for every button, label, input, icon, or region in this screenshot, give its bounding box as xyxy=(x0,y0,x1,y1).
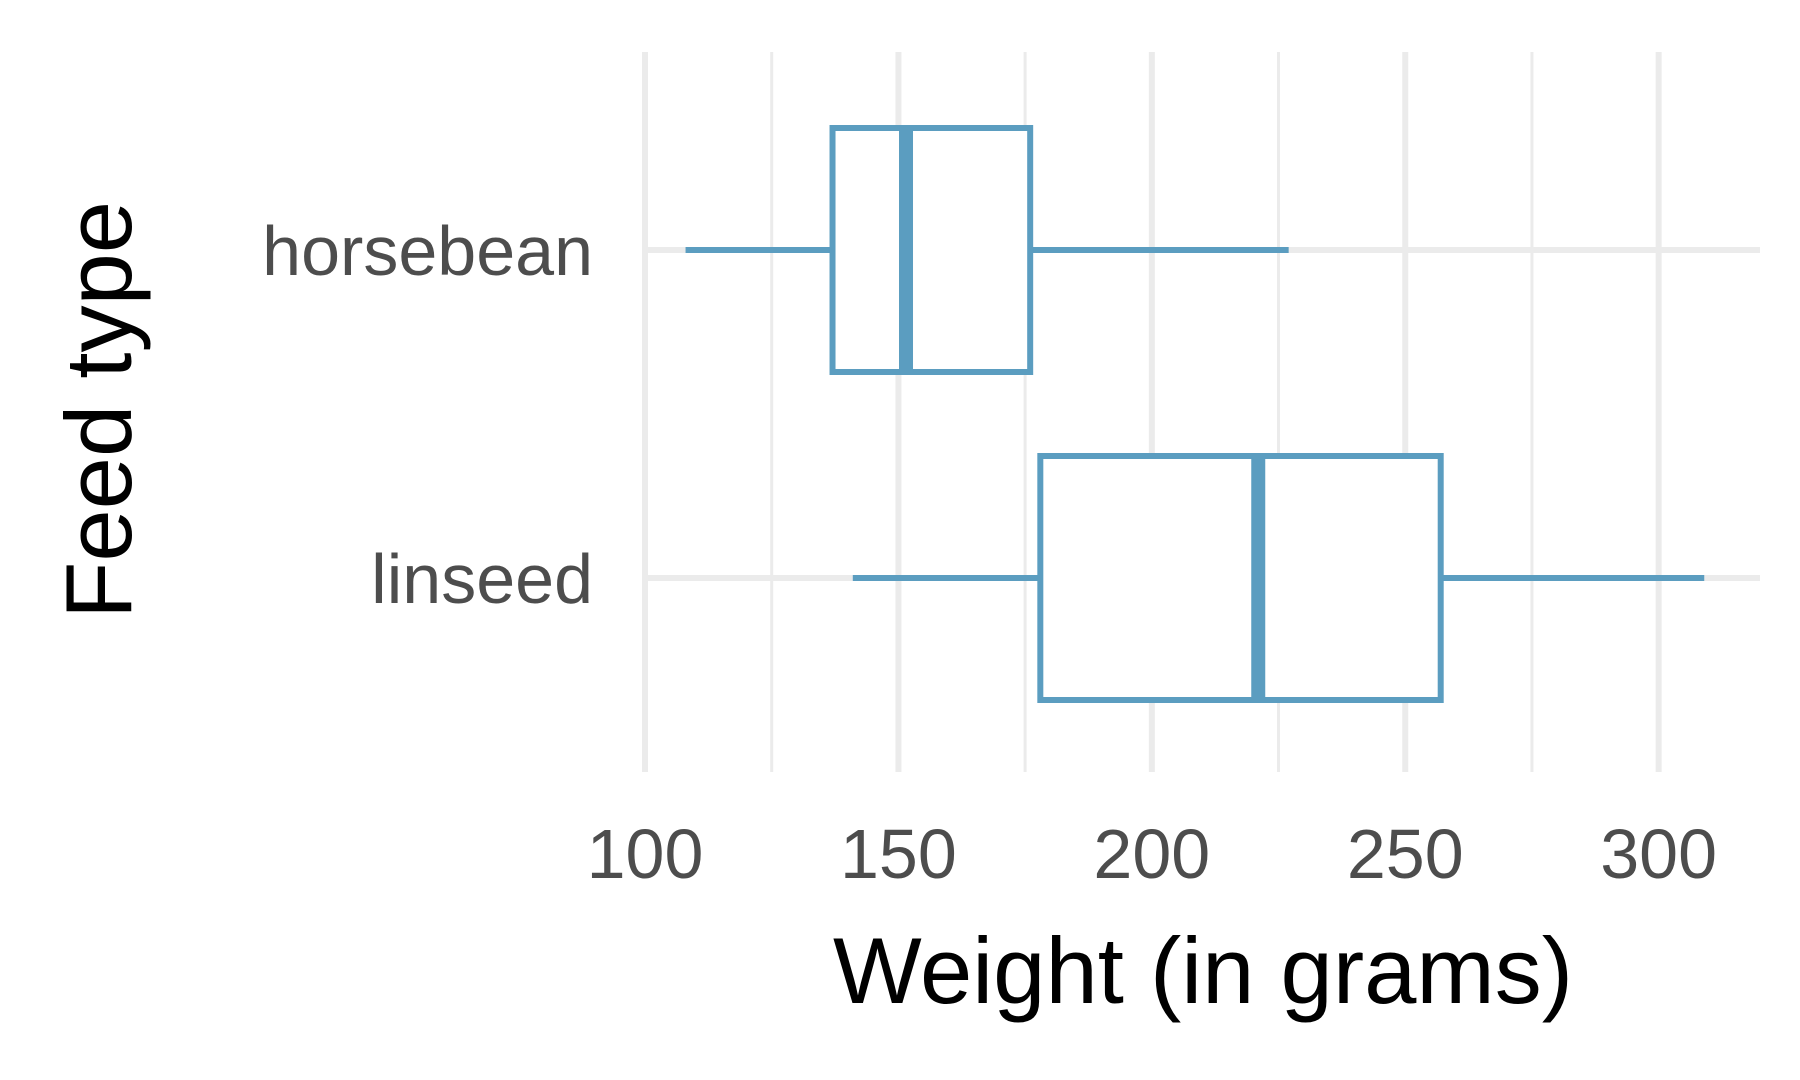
iqr-box xyxy=(829,125,1034,375)
axis-tick-labels: 100 150 200 250 300 horsebean linseed xyxy=(262,212,1717,893)
x-tick-label: 100 xyxy=(587,815,704,893)
box-series xyxy=(685,125,1705,703)
x-axis-title: Weight (in grams) xyxy=(833,918,1573,1023)
y-axis-title: Feed type xyxy=(46,201,151,619)
box-horsebean xyxy=(685,125,1289,375)
x-tick-label: 200 xyxy=(1093,815,1210,893)
x-tick-label: 250 xyxy=(1347,815,1464,893)
box-linseed xyxy=(852,453,1705,703)
x-tick-label: 300 xyxy=(1600,815,1717,893)
y-tick-label-horsebean: horsebean xyxy=(262,212,593,290)
iqr-box xyxy=(1037,453,1444,703)
x-tick-label: 150 xyxy=(840,815,957,893)
y-tick-label-linseed: linseed xyxy=(371,540,593,618)
